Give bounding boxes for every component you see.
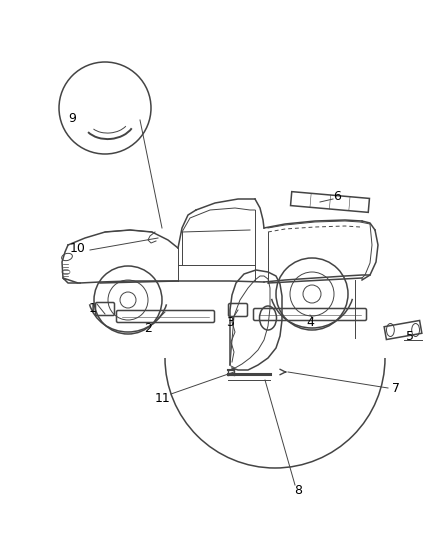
Text: 7: 7 [392, 382, 400, 394]
Text: 3: 3 [226, 316, 234, 328]
Text: 6: 6 [333, 190, 341, 203]
Text: 4: 4 [306, 316, 314, 328]
Text: 1: 1 [89, 302, 97, 314]
Text: 11: 11 [155, 392, 171, 405]
Text: 5: 5 [406, 329, 414, 343]
Text: 8: 8 [294, 483, 302, 497]
Text: 9: 9 [68, 111, 76, 125]
Text: 2: 2 [144, 321, 152, 335]
Text: 10: 10 [70, 241, 86, 254]
